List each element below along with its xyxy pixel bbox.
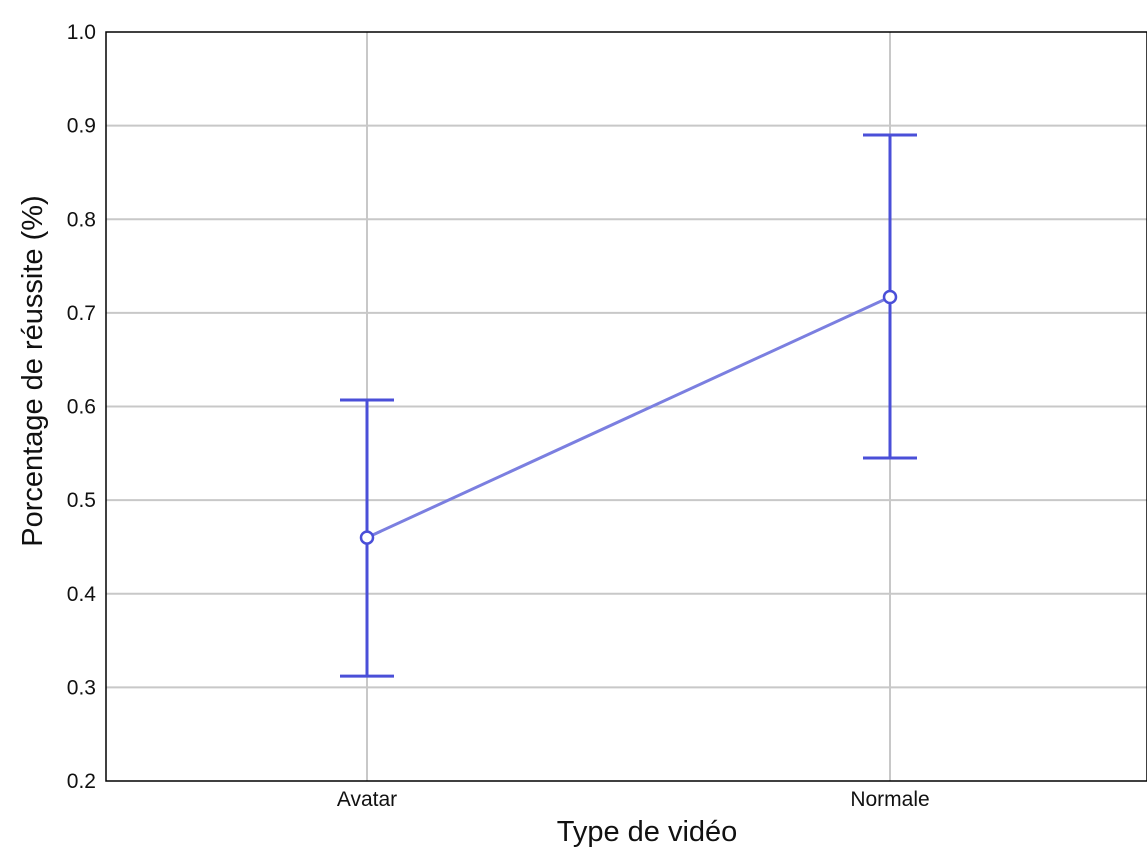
y-tick-label: 0.3 xyxy=(67,676,96,699)
data-point xyxy=(882,289,898,305)
y-tick-label: 0.7 xyxy=(67,302,96,325)
y-tick-label: 0.5 xyxy=(67,489,96,512)
x-axis-ticks: Avatar Normale xyxy=(337,788,930,811)
x-tick-label: Normale xyxy=(850,788,929,811)
x-axis-title: Type de vidéo xyxy=(557,816,738,848)
y-tick-label: 0.6 xyxy=(67,396,96,419)
y-tick-label: 1.0 xyxy=(67,21,96,44)
y-tick-label: 0.8 xyxy=(67,208,96,231)
y-tick-label: 0.2 xyxy=(67,770,96,793)
series-line xyxy=(366,295,891,539)
y-tick-label: 0.9 xyxy=(67,115,96,138)
grid xyxy=(106,32,1147,781)
series xyxy=(340,133,917,678)
y-tick-label: 0.4 xyxy=(67,583,97,606)
data-point xyxy=(359,530,375,545)
y-axis-ticks: 0.2 0.3 0.4 0.5 0.6 0.7 0.8 0.9 1.0 xyxy=(67,21,97,793)
y-axis-title: Porcentage de réussite (%) xyxy=(17,195,49,546)
plot-frame xyxy=(105,31,1147,782)
x-tick-label: Avatar xyxy=(337,788,397,811)
